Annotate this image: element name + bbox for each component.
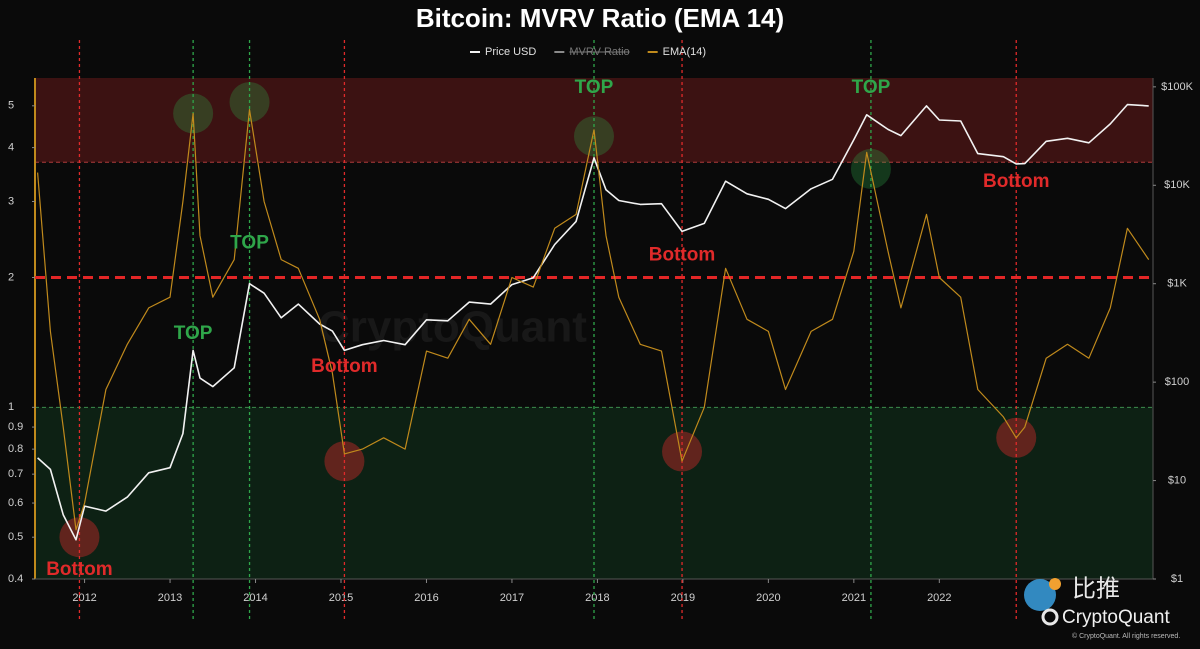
legend-item: EMA(14) [647,46,706,58]
y-tick-label: 3 [8,195,14,207]
event-label: TOP [852,77,891,98]
y2-tick-label: $100 [1165,376,1189,388]
event-label: Bottom [46,559,112,580]
y-tick-label: 0.4 [8,573,23,585]
legend-label: EMA(14) [663,46,706,58]
event-label: Bottom [983,171,1049,192]
y-tick-label: 5 [8,100,14,112]
event-label: TOP [575,77,614,98]
y-tick-label: 4 [8,142,14,154]
plot-layer: 0.4 0.5 0.6 0.7 0.8 0.9 1 2 3 4 5 $1 $10 $100 $1K $10K $… [8,40,1194,619]
event-circle [850,148,891,189]
x-tick-label: 2021 [842,592,866,604]
event-circle [574,116,614,157]
event-label: Bottom [649,244,715,265]
copyright: © CryptoQuant. All rights reserved. [1072,632,1180,640]
bitpush-icon [1024,579,1056,611]
chart-title: Bitcoin: MVRV Ratio (EMA 14) [416,3,784,33]
y2-tick-label: $10 [1168,474,1186,486]
series-line [37,109,1150,531]
watermark: CryptoQuant [318,303,587,352]
y-tick-label: 0.8 [8,443,23,455]
x-tick-label: 2018 [585,592,609,604]
x-tick-label: 2014 [243,592,267,604]
zone [35,407,1153,579]
y-tick-label: 0.6 [8,497,23,509]
y-tick-label: 2 [8,271,14,283]
event-circle [662,431,703,472]
cryptoquant-icon [1041,608,1059,626]
y-tick-label: 0.5 [8,531,23,543]
bitpush-icon-coin [1049,578,1061,590]
event-label: Bottom [311,356,377,377]
branding: 比推 CryptoQuant © CryptoQuant. All rights… [1024,575,1180,640]
y2-tick-label: $1K [1167,278,1187,290]
x-tick-label: 2017 [500,592,524,604]
x-tick-label: 2016 [414,592,438,604]
x-tick-label: 2020 [756,592,780,604]
bitpush-name: 比推 [1072,575,1120,602]
legend: Price USD MVRV Ratio EMA(14) [470,46,706,58]
x-tick-label: 2022 [927,592,951,604]
y-tick-label: 0.7 [8,468,23,480]
x-tick-label: 2015 [329,592,353,604]
y-tick-label: 0.9 [8,421,23,433]
x-tick-label: 2012 [72,592,96,604]
event-circle [229,82,270,123]
legend-label: Price USD [485,46,536,58]
event-label: TOP [174,323,213,344]
legend-item: MVRV Ratio [554,46,630,58]
y2-tick-label: $10K [1164,179,1190,191]
event-circle [324,441,365,482]
legend-item: Price USD [470,46,536,58]
cryptoquant-logo: CryptoQuant [1062,607,1170,628]
y2-tick-label: $1 [1171,573,1183,585]
series-line [37,103,1149,541]
y2-tick-label: $100K [1161,81,1193,93]
event-label: TOP [230,232,269,253]
x-tick-label: 2019 [671,592,695,604]
y-tick-label: 1 [8,401,14,413]
x-tick-label: 2013 [158,592,182,604]
